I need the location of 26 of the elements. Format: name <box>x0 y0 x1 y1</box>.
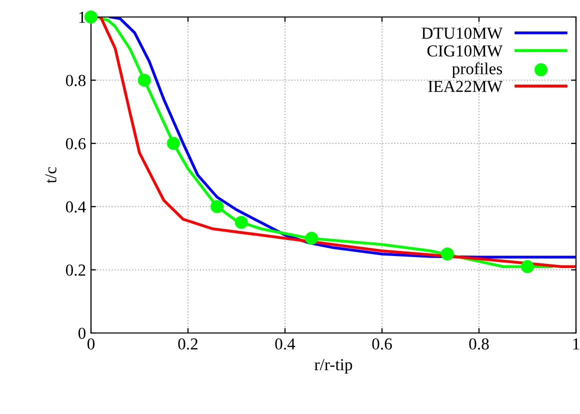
x-tick-label: 0.8 <box>469 338 489 350</box>
y-tick-label: 0.8 <box>66 74 86 86</box>
point <box>84 10 98 24</box>
y-tick-label: 1 <box>79 12 86 23</box>
point <box>305 232 318 245</box>
legend-label: CIG10MW <box>427 45 503 57</box>
y-tick-label: 0.6 <box>66 138 86 150</box>
legend-label: DTU10MW <box>422 28 503 39</box>
y-tick-label: 0.4 <box>66 201 86 213</box>
y-tick-label: 0 <box>78 328 86 339</box>
x-tick-label: 0.6 <box>372 338 392 350</box>
point <box>210 200 224 214</box>
point <box>138 74 151 87</box>
x-tick-label: 0 <box>87 338 95 350</box>
legend-label: IEA22MW <box>428 80 503 92</box>
y-axis-title: t/c <box>45 167 56 184</box>
point <box>440 247 454 261</box>
point <box>520 260 534 274</box>
y-tick-label: 0.2 <box>66 264 86 276</box>
legend-label: profiles <box>452 62 502 78</box>
x-axis-title: r/r-tip <box>314 359 352 374</box>
point <box>234 216 248 229</box>
x-tick-label: 0.2 <box>178 338 198 350</box>
x-tick-label: 0.4 <box>275 338 296 350</box>
point <box>166 136 180 150</box>
x-tick-label: 1 <box>573 338 580 350</box>
